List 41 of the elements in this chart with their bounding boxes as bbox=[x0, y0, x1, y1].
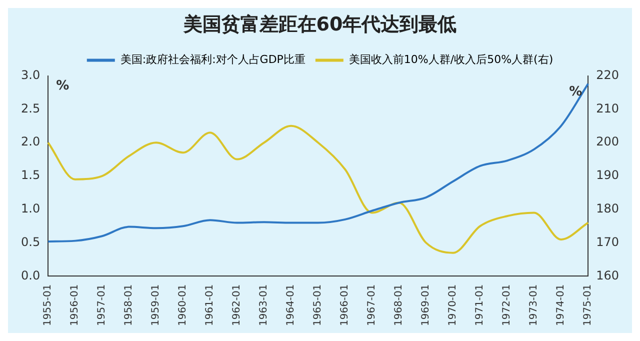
x-tick-label: 1959-01 bbox=[150, 284, 162, 326]
y-tick-label: 1.5 bbox=[20, 168, 40, 182]
y2-tick-label: 200 bbox=[596, 134, 619, 149]
x-tick-label: 1972-01 bbox=[502, 284, 513, 326]
legend-label: 美国收入前10%人群/收入后50%人群(右) bbox=[348, 53, 554, 66]
x-tick-label: 1957-01 bbox=[96, 284, 108, 326]
x-tick-label: 1958-01 bbox=[124, 284, 135, 326]
y2-tick-label: 160 bbox=[596, 268, 619, 282]
x-tick-label: 1955-01 bbox=[42, 284, 54, 326]
x-tick-label: 1970-01 bbox=[448, 284, 459, 326]
x-tick-label: 1966-01 bbox=[340, 284, 351, 326]
x-tick-label: 1969-01 bbox=[420, 284, 432, 326]
y-tick-label: 2.0 bbox=[20, 134, 40, 149]
y-tick-label: 2.5 bbox=[20, 101, 40, 116]
x-tick-label: 1975-01 bbox=[582, 284, 594, 326]
legend-label: 美国:政府社会福利:对个人占GDP比重 bbox=[120, 53, 306, 66]
x-tick-label: 1962-01 bbox=[232, 284, 243, 326]
y-axis-title: % bbox=[56, 78, 70, 94]
x-tick-label: 1964-01 bbox=[286, 284, 297, 326]
y-tick-label: 0.5 bbox=[20, 234, 40, 249]
x-tick-label: 1965-01 bbox=[312, 284, 324, 326]
y-tick-label: 3.0 bbox=[20, 68, 40, 82]
x-tick-label: 1961-01 bbox=[204, 284, 216, 326]
x-tick-label: 1971-01 bbox=[474, 284, 486, 326]
y2-tick-label: 210 bbox=[596, 101, 619, 116]
x-tick-label: 1967-01 bbox=[366, 284, 378, 326]
line-series bbox=[47, 124, 590, 254]
y-tick-label: 0.0 bbox=[20, 268, 40, 282]
x-tick-label: 1963-01 bbox=[258, 284, 270, 326]
y2-axis-title: % bbox=[569, 84, 582, 100]
x-tick-label: 1973-01 bbox=[528, 284, 540, 326]
x-tick-label: 1968-01 bbox=[394, 284, 405, 326]
x-tick-label: 1956-01 bbox=[70, 284, 81, 326]
x-tick-label: 1974-01 bbox=[556, 284, 567, 326]
y2-tick-label: 190 bbox=[596, 168, 619, 182]
y2-tick-label: 180 bbox=[596, 202, 619, 216]
x-tick-label: 1960-01 bbox=[178, 284, 189, 326]
y2-tick-label: 220 bbox=[596, 68, 619, 82]
y2-tick-label: 170 bbox=[596, 234, 619, 249]
chart-title: 美国贫富差距在60年代达到最低 bbox=[182, 13, 457, 36]
y-tick-label: 1.0 bbox=[20, 202, 40, 216]
